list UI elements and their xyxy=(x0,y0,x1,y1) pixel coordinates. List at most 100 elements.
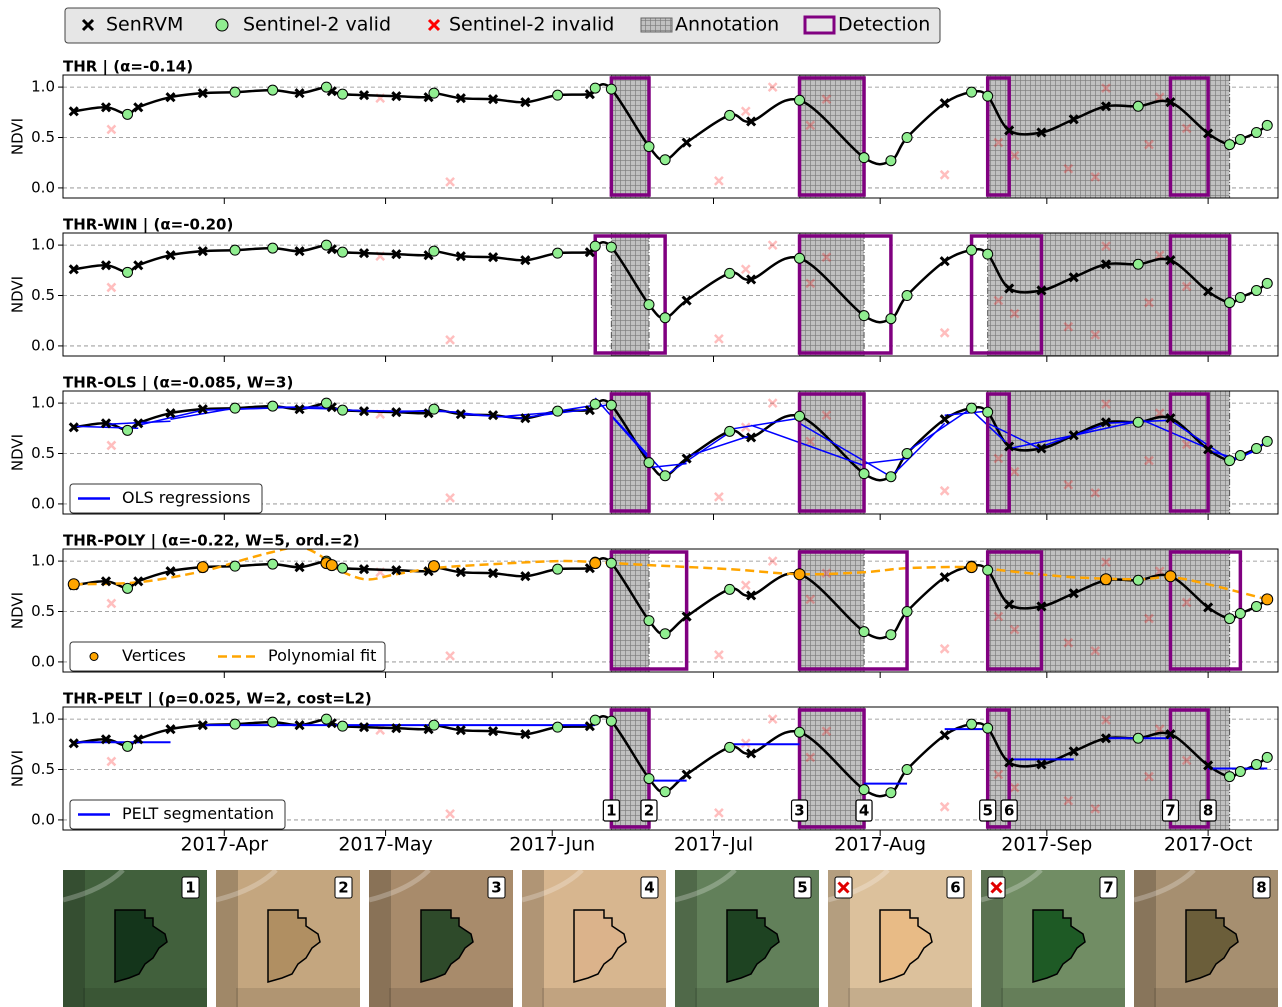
valid-marker xyxy=(428,87,440,99)
plot-area xyxy=(68,233,1273,356)
detection xyxy=(797,234,893,355)
invalid-marker xyxy=(993,611,1004,622)
valid-marker xyxy=(659,628,671,640)
valid-marker xyxy=(1224,139,1236,151)
invalid-marker xyxy=(1063,479,1074,490)
field-outline xyxy=(420,909,474,983)
y-tick-label: 0.5 xyxy=(31,602,55,620)
senrvm-marker xyxy=(1036,285,1047,296)
y-tick-label: 1.0 xyxy=(31,394,55,412)
senrvm-marker xyxy=(1004,757,1015,768)
thumbnail-strip xyxy=(1134,870,1156,1007)
thumbnail-field-lower xyxy=(1001,988,1125,1007)
senrvm-marker xyxy=(939,572,950,583)
senrvm-marker xyxy=(1036,443,1047,454)
senrvm-marker xyxy=(681,137,692,148)
senrvm-marker xyxy=(1203,128,1214,139)
legend: SenRVM Sentinel-2 valid Sentinel-2 invalid… xyxy=(64,7,941,44)
annotation xyxy=(799,75,865,198)
valid-marker xyxy=(337,246,349,258)
valid-marker xyxy=(320,239,332,251)
valid-marker xyxy=(1224,297,1236,309)
invalid-marker xyxy=(1101,241,1111,251)
senrvm-marker xyxy=(294,562,305,573)
valid-marker xyxy=(320,81,332,93)
senrvm-marker xyxy=(939,98,950,109)
senrvm-marker xyxy=(488,94,499,105)
plot-frame xyxy=(62,232,1279,357)
invalid-marker xyxy=(767,714,778,724)
ols-segment xyxy=(648,462,687,469)
valid-marker xyxy=(605,557,617,569)
marker-box xyxy=(1199,799,1217,822)
senrvm-marker xyxy=(359,722,370,733)
thumbnail-label-box xyxy=(181,876,200,899)
valid-marker xyxy=(901,606,913,618)
senrvm-marker xyxy=(455,93,466,104)
y-tick-label: 0.0 xyxy=(31,494,55,512)
detection xyxy=(985,76,1011,197)
invalid-marker xyxy=(445,808,455,819)
senrvm-marker xyxy=(939,730,950,741)
senrvm-marker xyxy=(1100,101,1112,112)
detection xyxy=(1168,234,1232,355)
valid-marker xyxy=(858,784,870,796)
valid-marker xyxy=(320,713,332,725)
ols-segment xyxy=(729,417,800,431)
legend-marker xyxy=(89,652,99,661)
field-outline xyxy=(1185,909,1239,983)
senrvm-marker xyxy=(520,729,531,740)
valid-marker xyxy=(724,583,736,595)
y-tick-label: 0.5 xyxy=(31,444,55,462)
invalid-marker xyxy=(1181,123,1192,134)
senrvm-marker xyxy=(133,260,144,271)
invalid-marker xyxy=(767,82,778,92)
thumbnail-field-lower xyxy=(83,988,207,1007)
invalid-marker xyxy=(714,807,724,818)
y-tick-label: 0.5 xyxy=(31,760,55,778)
valid-marker xyxy=(1261,119,1273,131)
senrvm-marker xyxy=(165,566,176,577)
invalid-marker xyxy=(1063,321,1074,332)
ols-segment xyxy=(1009,434,1074,450)
thumbnail: 6 xyxy=(827,868,972,1007)
thumbnail-strip xyxy=(675,870,697,1007)
valid-marker xyxy=(552,563,564,575)
senrvm-marker xyxy=(68,106,79,117)
panel-title: THR-PELT | (ρ=0.025, W=2, cost=L2) xyxy=(63,690,372,709)
invalid-marker xyxy=(445,650,455,661)
thumbnail-field-lower xyxy=(848,988,972,1007)
valid-marker xyxy=(1224,613,1236,625)
vertex-marker xyxy=(325,559,338,572)
invalid-marker xyxy=(1101,83,1111,93)
valid-marker xyxy=(1250,284,1262,296)
y-axis-label: NDVI xyxy=(9,118,27,155)
invalid-marker xyxy=(767,556,778,566)
valid-marker xyxy=(982,248,994,260)
panel-title: THR-POLY | (α=-0.22, W=5, ord.=2) xyxy=(63,532,360,551)
plot-frame xyxy=(62,390,1279,515)
senrvm-marker xyxy=(165,724,176,735)
ols-segment xyxy=(863,457,908,465)
valid-marker xyxy=(982,722,994,734)
valid-marker xyxy=(659,786,671,798)
thumbnail-strip xyxy=(63,870,85,1007)
valid-marker xyxy=(122,582,134,594)
invalid-marker xyxy=(1144,139,1154,150)
invalid-marker xyxy=(1144,297,1154,308)
y-tick-label: 0.0 xyxy=(31,652,55,670)
valid-marker xyxy=(428,719,440,731)
valid-marker xyxy=(858,626,870,638)
thumbnail-label: 5 xyxy=(797,879,807,897)
plot-area xyxy=(68,75,1273,198)
thumbnail-road xyxy=(674,868,737,903)
senrvm-marker xyxy=(681,769,692,780)
invalid-icon xyxy=(837,881,850,894)
senrvm-marker xyxy=(294,88,305,99)
invalid-marker xyxy=(714,491,724,502)
marker-label: 6 xyxy=(1004,802,1014,820)
legend-label: Sentinel-2 invalid xyxy=(449,14,614,36)
thumbnail-road xyxy=(980,868,1043,903)
senrvm-marker xyxy=(197,720,208,731)
